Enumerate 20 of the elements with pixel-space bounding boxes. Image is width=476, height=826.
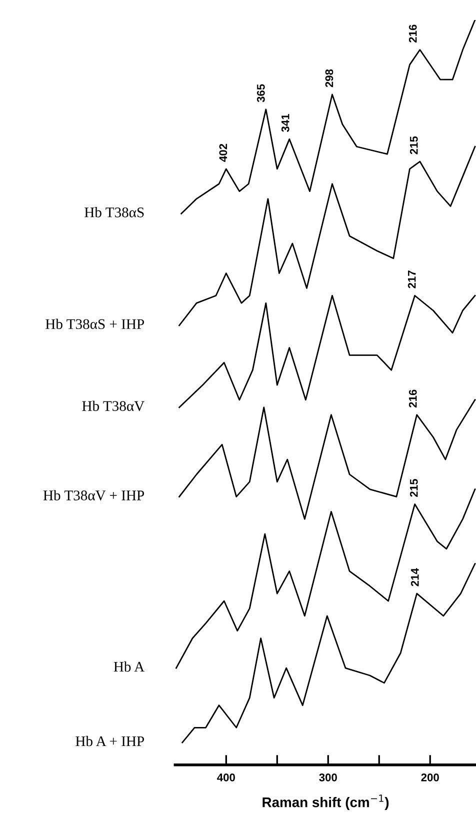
text: Hb T38αS <box>84 207 144 218</box>
annotation: 298 <box>325 69 334 88</box>
text: Hb T38αS + IHP <box>46 318 144 330</box>
text: Hb T38αV + IHP <box>43 490 144 500</box>
text: Hb A <box>114 661 145 672</box>
x-tick-label: 400 <box>217 774 235 782</box>
annotation: 215 <box>410 136 418 154</box>
annotation: 216 <box>408 390 417 408</box>
annotation: 365 <box>256 84 265 102</box>
annotation: 216 <box>408 24 417 42</box>
annotation: 214 <box>410 568 419 586</box>
text: Hb A + IHP <box>76 736 144 746</box>
text: Hb T38αV <box>82 400 144 412</box>
annotation: 217 <box>408 270 416 288</box>
annotation: 402 <box>219 144 228 162</box>
annotation: 341 <box>281 114 290 132</box>
x-tick-label: 200 <box>421 774 439 782</box>
x-tick-label: 300 <box>319 774 337 782</box>
x-axis-title: Raman shift (cm$^{−1}$) <box>262 794 389 810</box>
annotation: 215 <box>410 478 418 497</box>
